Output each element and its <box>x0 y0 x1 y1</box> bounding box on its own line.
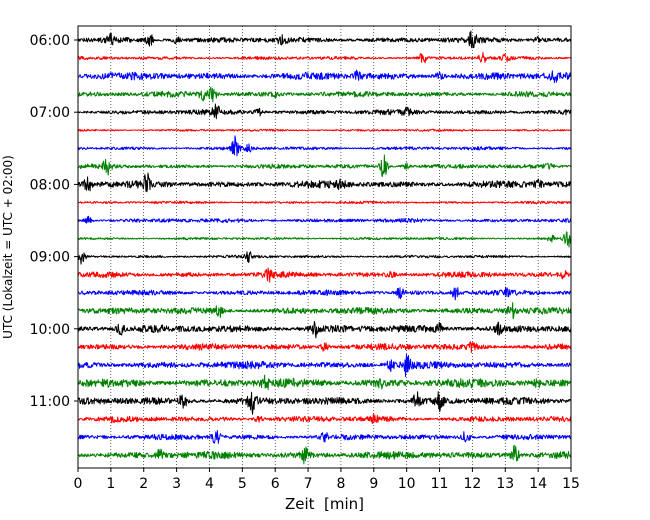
trace-1130 <box>77 430 572 444</box>
trace-0730 <box>77 135 572 157</box>
trace-1045 <box>77 374 572 390</box>
x-tick-label: 7 <box>304 476 313 492</box>
trace-0815 <box>77 200 572 205</box>
x-tick-label: 4 <box>205 476 214 492</box>
y-axis-label: UTC (Lokalzeit = UTC + 02:00) <box>1 155 15 339</box>
trace-0900 <box>77 251 572 265</box>
plot-frame <box>77 25 572 469</box>
trace-0930 <box>77 286 572 301</box>
trace-0945 <box>77 302 572 320</box>
y-tick-label: 08:00 <box>30 177 70 193</box>
trace-0745 <box>77 154 572 177</box>
trace-0600 <box>77 30 572 49</box>
x-tick-label: 14 <box>529 476 547 492</box>
trace-1100 <box>77 391 572 415</box>
y-tick-label: 11:00 <box>30 394 70 410</box>
y-axis-ticks: 06:00 07:00 08:00 09:00 10:00 11:00 <box>30 33 78 410</box>
trace-0915 <box>77 267 572 283</box>
trace-0845 <box>77 231 572 248</box>
trace-1015 <box>77 341 572 353</box>
trace-0700 <box>77 103 572 120</box>
y-tick-label: 07:00 <box>30 105 70 121</box>
y-tick-label: 06:00 <box>30 33 70 49</box>
x-tick-label: 3 <box>172 476 181 492</box>
trace-1145 <box>77 444 572 465</box>
x-axis-ticks: 0 1 2 3 4 5 6 7 8 9 10 11 12 13 14 15 <box>74 468 580 492</box>
y-tick-label: 10:00 <box>30 322 70 338</box>
x-tick-label: 11 <box>431 476 449 492</box>
x-tick-label: 15 <box>562 476 580 492</box>
x-tick-label: 6 <box>271 476 280 492</box>
x-tick-label: 1 <box>106 476 115 492</box>
x-tick-label: 9 <box>369 476 378 492</box>
trace-0630 <box>77 69 572 84</box>
trace-1030 <box>77 353 572 378</box>
trace-0615 <box>77 51 572 64</box>
x-tick-label: 0 <box>74 476 83 492</box>
trace-0830 <box>77 215 572 224</box>
x-tick-label: 5 <box>238 476 247 492</box>
x-axis-label: Zeit [min] <box>285 495 364 513</box>
x-tick-label: 2 <box>139 476 148 492</box>
trace-lines <box>77 30 572 465</box>
trace-0645 <box>77 86 572 103</box>
y-tick-label: 09:00 <box>30 250 70 266</box>
trace-0715 <box>77 128 572 132</box>
trace-1115 <box>77 413 572 424</box>
x-tick-label: 12 <box>463 476 481 492</box>
x-tick-label: 13 <box>496 476 514 492</box>
x-tick-label: 8 <box>336 476 345 492</box>
x-tick-label: 10 <box>398 476 416 492</box>
trace-0800 <box>77 172 572 193</box>
trace-1000 <box>77 320 572 339</box>
